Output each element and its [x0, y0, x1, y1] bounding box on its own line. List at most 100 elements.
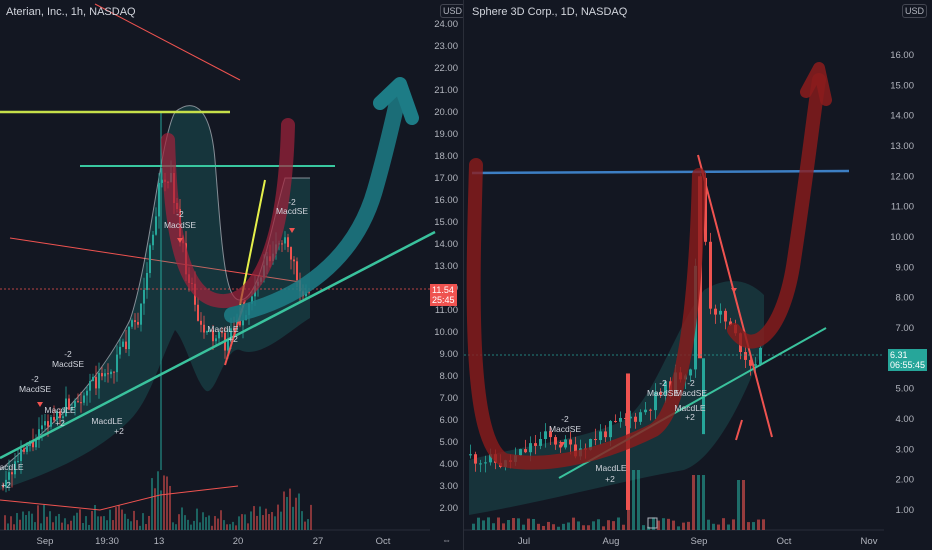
right-volume-bar [677, 526, 680, 530]
left-volume-bar [193, 520, 195, 530]
right-candle [659, 392, 662, 395]
pane-divider[interactable] [463, 0, 464, 550]
right-y-tick: 10.00 [890, 232, 914, 243]
left-volume-bar [52, 522, 54, 530]
left-volume-bar [286, 496, 288, 530]
right-volume-bar [667, 518, 670, 530]
left-volume-bar [292, 506, 294, 530]
right-signal-label: -2 [687, 378, 695, 388]
left-volume-bar [64, 518, 66, 530]
right-signal-label: MacdSE [549, 424, 581, 434]
left-candle [107, 373, 109, 375]
left-y-tick: 19.00 [434, 129, 458, 140]
right-candle [614, 421, 617, 423]
left-arrow-head [373, 77, 419, 125]
left-y-tick: 9.00 [440, 349, 459, 360]
left-volume-bar [76, 512, 78, 530]
left-volume-bar [55, 516, 57, 530]
left-candle [59, 411, 61, 418]
right-volume-bar [712, 523, 715, 530]
left-x-tick: 13 [154, 536, 165, 547]
left-volume-bar [136, 520, 138, 530]
left-volume-bar [130, 521, 132, 530]
right-signal-label: MacdLE [674, 403, 706, 413]
right-volume-bar [682, 522, 685, 530]
left-candle [53, 417, 55, 421]
left-volume-bar [10, 516, 12, 530]
right-candle [744, 352, 747, 360]
left-volume-bar [148, 515, 150, 530]
right-arrow-head [800, 62, 832, 106]
right-volume-bar [747, 522, 750, 530]
left-volume-bar [307, 519, 309, 530]
right-candle [714, 308, 717, 315]
left-volume-bar [205, 517, 207, 530]
left-volume-bar [49, 511, 51, 530]
right-candle [749, 359, 752, 366]
left-candle [161, 179, 163, 183]
left-volume-bar [214, 516, 216, 530]
left-volume-bar [133, 510, 135, 530]
left-candle [158, 182, 160, 217]
left-volume-bar [4, 515, 6, 530]
right-candle [754, 364, 757, 366]
left-volume-bar [244, 514, 246, 530]
right-y-tick: 2.00 [896, 475, 915, 486]
left-volume-bar [160, 490, 162, 530]
left-candle [281, 243, 283, 245]
left-candle [209, 330, 211, 332]
right-chart-pane[interactable]: 16.00 15.00 14.00 13.00 12.00 11.00 10.00 9.00 8… [464, 0, 932, 550]
right-volume-bar [752, 522, 755, 530]
left-cup-drawing [161, 118, 295, 309]
left-volume-bar [274, 516, 276, 530]
right-volume-bar [592, 521, 595, 530]
right-currency-badge: USD [902, 4, 928, 18]
left-y-tick: 5.00 [440, 437, 459, 448]
left-y-tick: 22.00 [434, 63, 458, 74]
left-candle [26, 445, 28, 452]
right-y-tick: 8.00 [896, 293, 915, 304]
right-volume-bar [512, 518, 515, 530]
right-volume-bar [582, 525, 585, 530]
left-volume-bar [94, 504, 96, 530]
left-chart-pane[interactable]: 24.00 23.00 22.00 21.00 20.00 19.00 18.00 17.00… [0, 0, 466, 550]
left-volume-bar [301, 511, 303, 530]
left-y-tick: 2.00 [440, 503, 459, 514]
left-chart[interactable]: 24.00 23.00 22.00 21.00 20.00 19.00 18.00 17.00… [0, 0, 463, 550]
left-y-tick: 8.00 [440, 371, 459, 382]
right-volume-bar [527, 518, 530, 530]
left-volume-bar [79, 509, 81, 530]
left-candle [116, 354, 118, 373]
left-volume-bar [178, 514, 180, 530]
left-volume-bar [184, 515, 186, 530]
left-candle [233, 328, 235, 331]
earnings-marker-icon [647, 517, 658, 529]
left-volume-bar [43, 504, 45, 530]
navigate-arrows-icon[interactable]: ⇔ [442, 535, 451, 545]
left-signal-label: MacdLE [91, 416, 123, 426]
right-candle [534, 443, 537, 446]
right-x-tick: Jul [518, 536, 530, 547]
left-chart-title: Aterian, Inc., 1h, NASDAQ [6, 6, 136, 18]
left-volume-bar [229, 524, 231, 530]
left-candle [74, 401, 76, 408]
left-candle [119, 346, 121, 355]
left-volume-bar [142, 513, 144, 530]
left-signal-label: MacdLE [0, 462, 24, 472]
left-volume-bar [235, 525, 237, 530]
left-volume-bar [157, 471, 159, 530]
right-chart[interactable]: 16.00 15.00 14.00 13.00 12.00 11.00 10.00 9.00 8… [464, 0, 932, 550]
left-candle [2, 486, 4, 488]
left-volume-bar [37, 505, 39, 530]
left-volume-bar [7, 523, 9, 530]
left-volume-bar [67, 524, 69, 530]
left-volume-bar [58, 513, 60, 530]
right-candle [604, 431, 607, 438]
left-candle [41, 425, 43, 430]
left-candle [35, 439, 37, 448]
left-y-tick: 20.00 [434, 107, 458, 118]
left-volume-bar [217, 518, 219, 530]
left-y-tick: 24.00 [434, 19, 458, 30]
right-sell-arrow [731, 288, 737, 293]
right-volume-bar [482, 520, 485, 530]
